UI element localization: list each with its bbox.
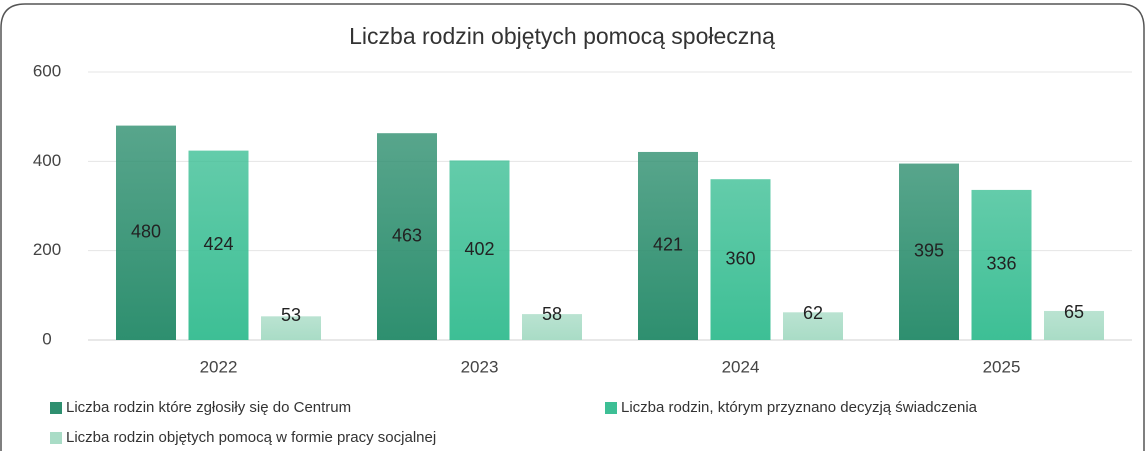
bar bbox=[377, 133, 437, 340]
chart-title: Liczba rodzin objętych pomocą społeczną bbox=[349, 23, 775, 49]
legend-label: Liczba rodzin, którym przyznano decyzją … bbox=[621, 399, 978, 416]
x-tick-label: 2023 bbox=[461, 357, 499, 376]
bar bbox=[710, 179, 771, 340]
bar bbox=[449, 160, 510, 340]
x-tick-label: 2022 bbox=[200, 357, 238, 376]
data-label: 421 bbox=[653, 235, 683, 255]
bar bbox=[116, 125, 176, 340]
y-tick-label: 400 bbox=[33, 151, 61, 170]
frame bbox=[0, 3, 1145, 451]
bar bbox=[522, 314, 582, 340]
bar bbox=[638, 151, 698, 340]
legend-swatch bbox=[50, 432, 62, 444]
data-label: 62 bbox=[803, 303, 823, 323]
data-label: 58 bbox=[542, 304, 562, 324]
bar bbox=[899, 163, 959, 340]
bar bbox=[188, 150, 249, 340]
legend-swatch bbox=[605, 402, 617, 414]
data-label: 402 bbox=[464, 239, 494, 259]
data-label: 336 bbox=[986, 254, 1016, 274]
y-tick-label: 0 bbox=[42, 329, 51, 348]
legend-label: Liczba rodzin objętych pomocą w formie p… bbox=[66, 429, 436, 446]
data-label: 360 bbox=[725, 248, 755, 268]
data-label: 480 bbox=[131, 222, 161, 242]
data-label: 424 bbox=[203, 234, 233, 254]
legend-swatch bbox=[50, 402, 62, 414]
bar bbox=[1044, 310, 1104, 340]
bar bbox=[261, 316, 321, 340]
data-label: 53 bbox=[281, 305, 301, 325]
data-label: 395 bbox=[914, 241, 944, 261]
x-tick-label: 2025 bbox=[983, 357, 1021, 376]
legend-label: Liczba rodzin które zgłosiły się do Cent… bbox=[66, 399, 351, 416]
y-tick-label: 200 bbox=[33, 240, 61, 259]
y-tick-label: 600 bbox=[33, 61, 61, 80]
data-label: 463 bbox=[392, 225, 422, 245]
bar bbox=[783, 312, 843, 340]
data-label: 65 bbox=[1064, 302, 1084, 322]
x-tick-label: 2024 bbox=[722, 357, 760, 376]
bar bbox=[971, 189, 1032, 340]
